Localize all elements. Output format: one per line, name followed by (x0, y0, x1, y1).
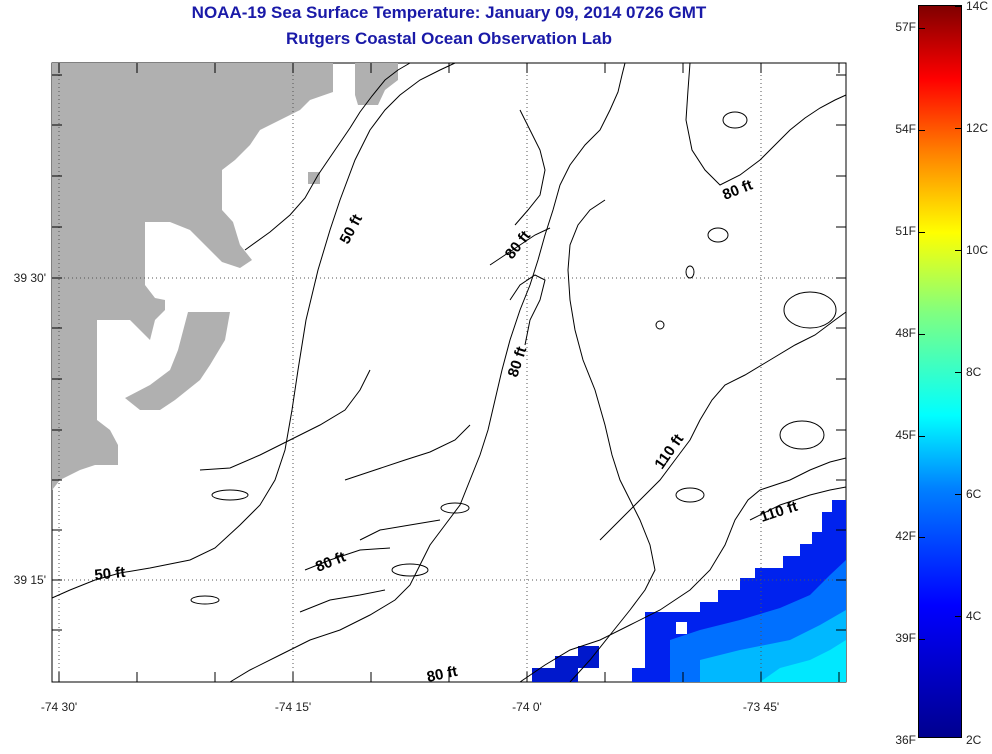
colorbar-label-10c: 10C (966, 243, 989, 257)
colorbar-label-36f: 36F (895, 733, 916, 747)
contour-50ft-south: 50 ft (94, 564, 126, 584)
colorbar-label-4c: 4C (966, 609, 982, 623)
colorbar-label-6c: 6C (966, 487, 982, 501)
y-tick-39-30: 39 30' (13, 271, 46, 285)
x-tick-73-45: -73 45' (742, 700, 780, 714)
x-tick-74-30: -74 30' (40, 700, 78, 714)
x-tick-74-15: -74 15' (274, 700, 312, 714)
colorbar-label-54f: 54F (895, 122, 916, 136)
land-mass (52, 63, 398, 490)
graticule (52, 63, 846, 682)
x-tick-74-0: -74 0' (512, 700, 542, 714)
axis-ticks (52, 63, 846, 682)
colorbar-label-12c: 12C (966, 121, 989, 135)
contour-80ft-bottom: 80 ft (425, 663, 459, 686)
map-subtitle: Rutgers Coastal Ocean Observation Lab (286, 29, 612, 48)
colorbar-label-8c: 8C (966, 365, 982, 379)
colorbar-label-39f: 39F (895, 631, 916, 645)
colorbar-label-48f: 48F (895, 326, 916, 340)
colorbar-label-57f: 57F (895, 20, 916, 34)
colorbar-label-45f: 45F (895, 428, 916, 442)
sst-pixels (532, 500, 846, 682)
y-tick-39-15: 39 15' (13, 573, 46, 587)
temperature-colorbar (918, 5, 962, 738)
colorbar-label-2c: 2C (966, 733, 982, 747)
map-title: NOAA-19 Sea Surface Temperature: January… (191, 3, 707, 22)
colorbar-label-14c: 14C (966, 0, 989, 13)
colorbar-label-51f: 51F (895, 224, 916, 238)
colorbar-label-42f: 42F (895, 529, 916, 543)
bathymetry-contours (51, 62, 847, 683)
